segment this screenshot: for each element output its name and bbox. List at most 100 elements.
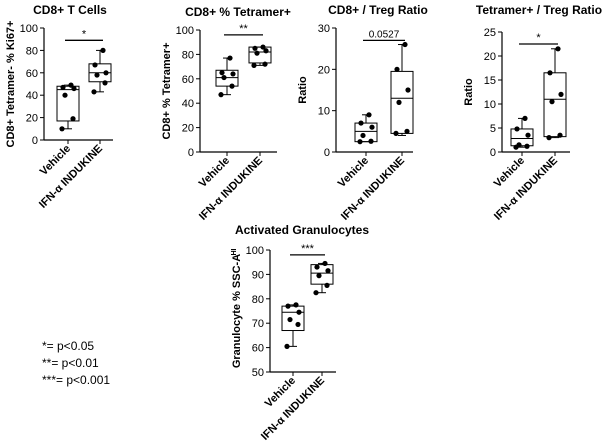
data-point [525,132,531,138]
y-tick-label: 25 [484,27,496,39]
x-tick-label: IFN-α INDUKINE [492,155,560,223]
y-axis-label-superscript: HI [231,248,238,255]
data-point [366,112,372,118]
y-tick-label: 0 [324,147,330,159]
data-point [396,99,402,105]
data-point [557,132,563,138]
data-point [62,92,68,98]
data-point [92,62,98,68]
data-point [100,47,106,54]
data-point [60,84,66,90]
x-tick-label: IFN-α INDUKINE [339,155,407,223]
box-iqr [354,122,378,143]
data-point [514,126,520,132]
data-point [546,135,552,141]
y-tick-label: 80 [26,45,38,57]
significance-label: * [82,28,87,40]
y-axis-label: Ratio [297,76,309,104]
data-point [405,87,411,93]
box-iqr [390,70,414,134]
y-tick-label: 80 [182,49,194,61]
data-point [358,120,364,126]
data-point [59,126,65,132]
box-iqr [310,264,334,285]
y-tick-label: 10 [484,99,496,111]
data-point [360,132,366,139]
legend-line-3: ***= p<0.001 [42,373,111,387]
data-point [227,55,233,61]
data-point [322,260,328,267]
y-axis-label: CD8+ % Tetramer+ [161,42,173,139]
data-point [263,48,269,54]
chart-title: CD8+ % Tetramer+ [185,5,291,19]
data-point [218,92,224,98]
y-tick-label: 20 [318,64,330,76]
y-tick-label: 0 [32,135,38,147]
data-point [94,72,100,78]
x-tick-label: Vehicle [336,155,371,190]
box-iqr [510,128,534,147]
box-iqr [215,69,239,87]
data-point [219,70,225,76]
data-point [324,282,330,288]
legend-line-2: **= p<0.01 [42,356,99,370]
y-axis-label: Ratio [463,78,475,106]
data-point [402,41,408,48]
data-point [229,83,235,89]
data-point [284,343,290,349]
significance-label: ** [239,23,248,35]
data-point [522,115,528,121]
data-point [251,62,257,68]
data-point [102,80,108,86]
chart-p3: CD8+ / Treg Ratio 0 10 20 30 Ratio VehicleIFN-… [297,3,428,223]
y-tick-label: 80 [252,294,264,306]
data-point [296,309,302,315]
x-tick-label: IFN-α INDUKINE [197,155,265,223]
y-tick-label: 10 [318,106,330,118]
y-tick-label: 100 [176,25,194,37]
y-tick-label: 5 [490,123,496,135]
y-tick-label: 60 [182,74,194,86]
y-tick-label: 0 [490,147,496,159]
data-point [70,116,76,122]
y-tick-label: 60 [26,68,38,80]
y-tick-label: 0 [188,147,194,159]
data-point [357,139,363,145]
data-point [285,303,291,309]
data-point [254,50,260,56]
y-tick-label: 20 [484,51,496,63]
data-point [524,143,530,149]
data-point [262,61,268,67]
chart-title: CD8+ / Treg Ratio [328,3,428,17]
data-point [314,264,320,270]
data-point [394,66,400,72]
chart-title: Tetramer+ / Treg Ratio [476,3,602,17]
data-point [103,70,109,76]
box-iqr [543,72,567,138]
y-axis-label: Granulocyte % SSC-A [231,254,243,368]
y-axis-label: CD8+ Tetramer- % Ki67+ [5,21,17,148]
y-tick-label: 30 [318,23,330,35]
significance-legend: *= p<0.05 **= p<0.01 ***= p<0.001 [42,338,110,389]
data-point [369,124,375,130]
box-iqr [248,46,272,64]
data-point [221,74,227,81]
data-point [404,128,410,134]
y-tick-label: 100 [20,23,38,35]
data-point [91,89,97,95]
data-point [558,91,564,97]
data-point [260,44,266,50]
y-tick-label: 40 [182,98,194,110]
data-point [549,99,555,105]
y-tick-label: 60 [252,343,264,355]
data-point [68,82,74,88]
legend-line-1: *= p<0.05 [42,339,95,353]
y-tick-label: 15 [484,75,496,87]
data-point [295,321,301,328]
y-tick-label: 40 [26,90,38,102]
significance-label: * [536,32,541,44]
box-iqr [56,85,80,122]
